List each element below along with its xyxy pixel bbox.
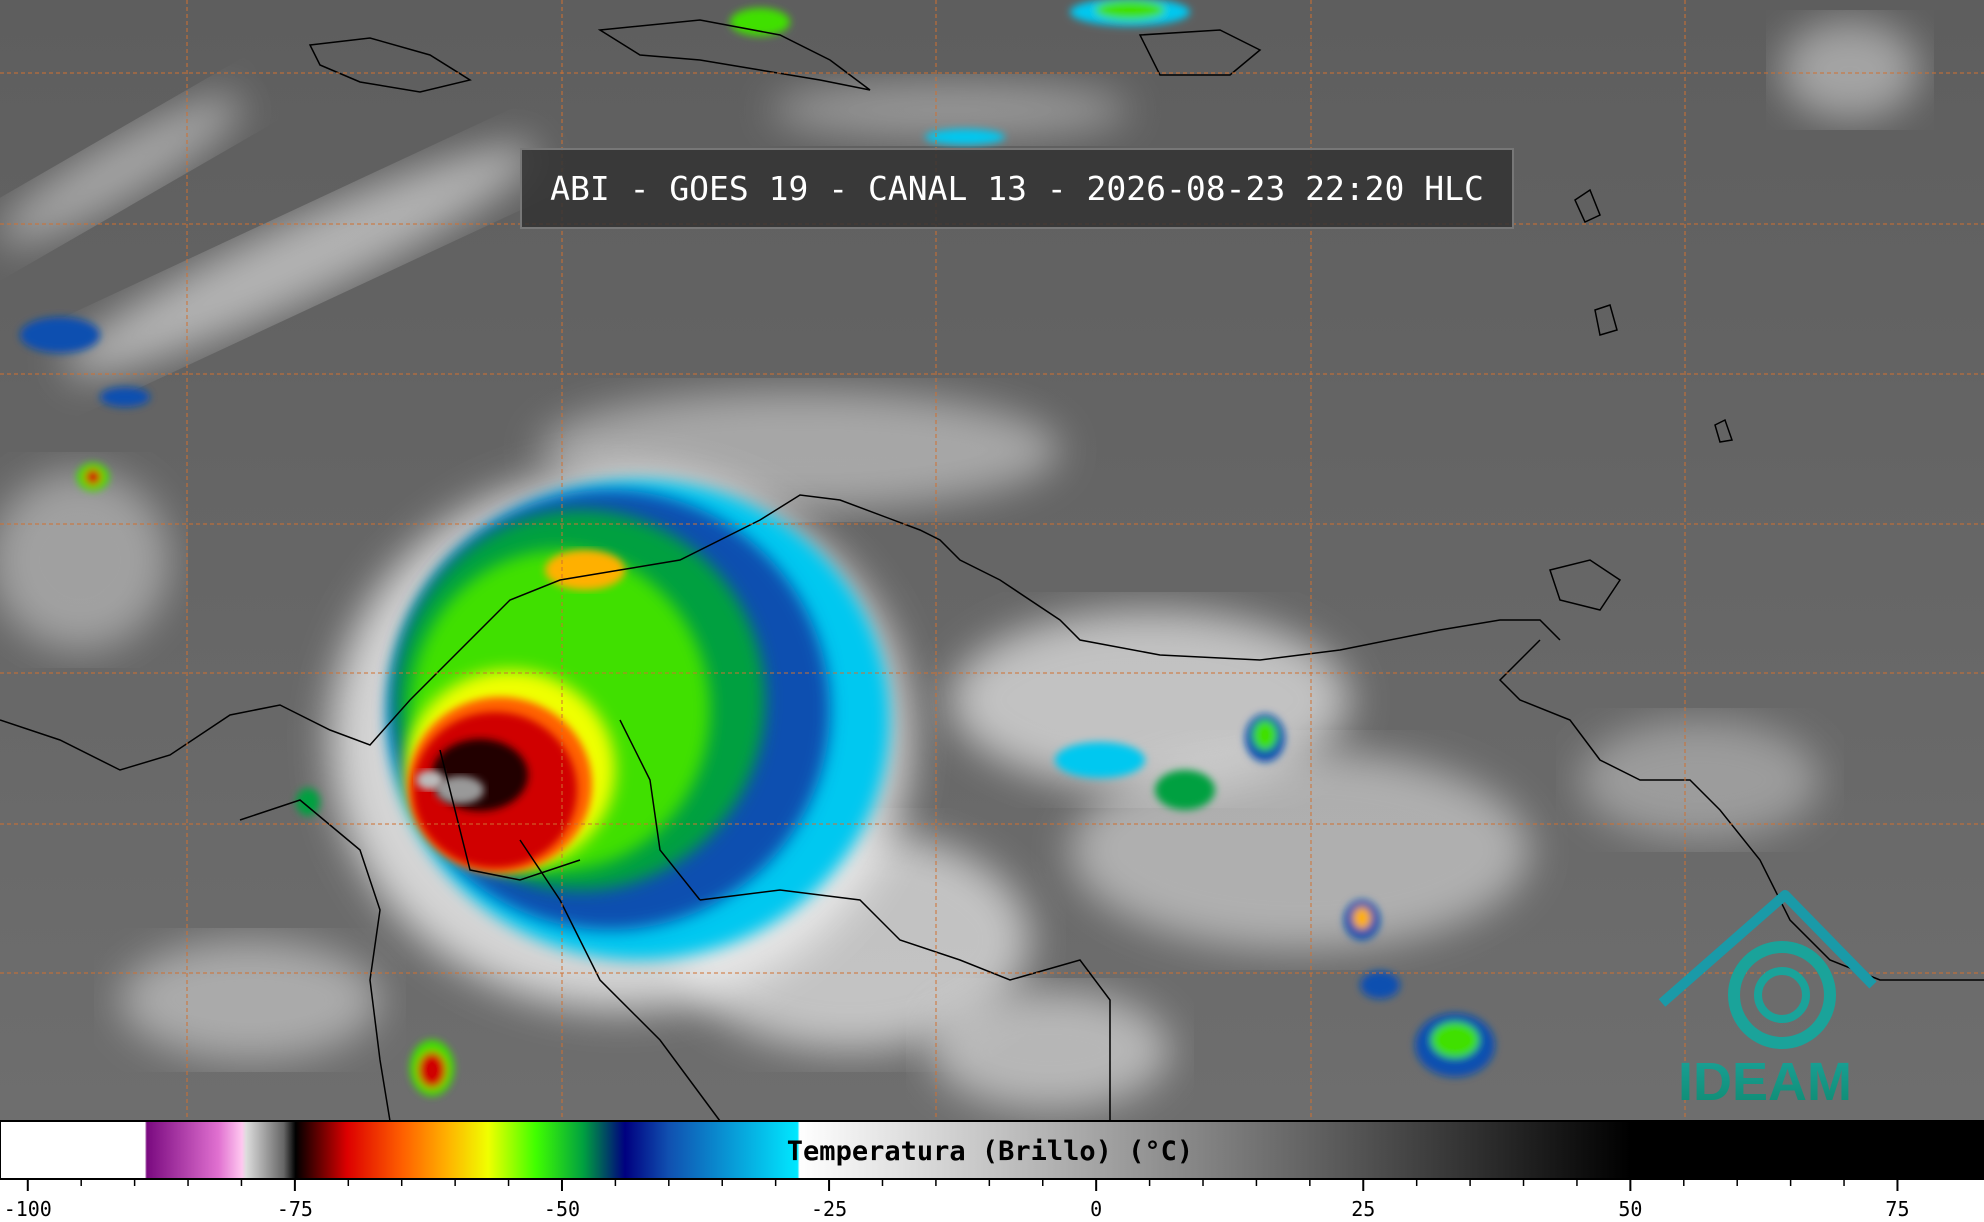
tick-label: -100 <box>4 1197 52 1221</box>
tick-label: -25 <box>811 1197 847 1221</box>
title: ABI - GOES 19 - CANAL 13 - 2026-08-23 22… <box>550 169 1484 208</box>
colorbar: Temperatura (Brillo) (°C) -100 -75 -50 -25 0… <box>0 1120 1984 1221</box>
tick-label: -50 <box>544 1197 580 1221</box>
coastlines <box>0 19 1984 1122</box>
logo: IDEAM <box>1658 890 1877 1112</box>
small-cells <box>20 0 1495 1096</box>
tick-label: 25 <box>1351 1197 1375 1221</box>
convective-system <box>330 470 910 1010</box>
tick-label: -75 <box>277 1197 313 1221</box>
logo-text: IDEAM <box>1678 1052 1852 1112</box>
colorbar-label: Temperatura (Brillo) (°C) <box>787 1136 1193 1167</box>
graticule <box>0 0 1984 1121</box>
tick-label: 50 <box>1618 1197 1642 1221</box>
tick-label: 0 <box>1090 1197 1102 1221</box>
title-box: ABI - GOES 19 - CANAL 13 - 2026-08-23 22… <box>520 148 1514 229</box>
colorbar-gradient <box>0 1120 1984 1180</box>
tick-label: 75 <box>1885 1197 1909 1221</box>
